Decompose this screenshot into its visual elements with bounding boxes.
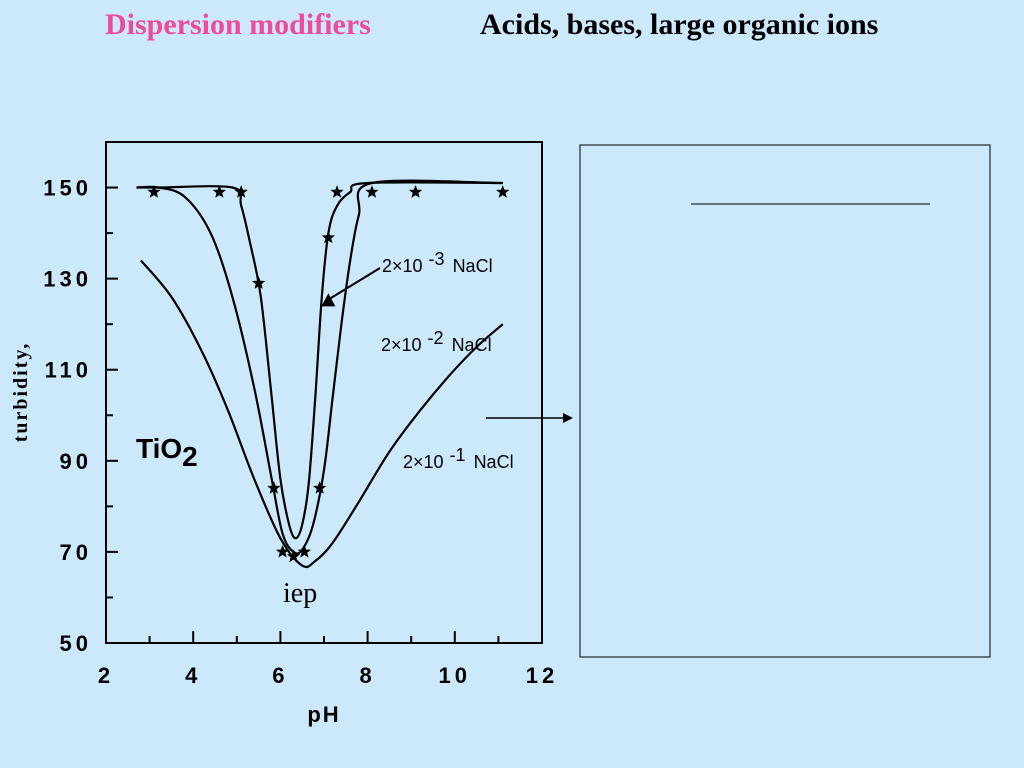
y-tick-label: 150	[43, 176, 92, 201]
x-tick-label: 12	[526, 663, 558, 688]
y-axis-title: turbidity,	[10, 342, 32, 443]
concentration-salt: NaCl	[453, 256, 493, 276]
concentration-salt: NaCl	[452, 335, 492, 355]
star-marker	[365, 185, 379, 198]
star-marker	[321, 230, 335, 244]
plot-frame	[105, 141, 543, 644]
star-marker	[330, 185, 344, 198]
star-marker	[496, 185, 510, 198]
concentration-salt: NaCl	[474, 452, 514, 472]
x-tick-label: 2	[98, 663, 114, 688]
y-tick-label: 50	[60, 631, 92, 656]
star-marker	[297, 544, 311, 558]
y-tick-label: 130	[43, 267, 92, 292]
iep-label: iep	[283, 578, 317, 609]
triangle-marker	[321, 293, 336, 307]
star-marker	[212, 185, 226, 198]
concentration-label-2: 2×10 -2 NaCl	[381, 328, 492, 355]
slide-title-right: Acids, bases, large organic ions	[480, 8, 879, 41]
slide-title-left: Dispersion modifiers	[105, 8, 371, 41]
star-marker	[313, 481, 327, 494]
y-tick-label: 70	[60, 540, 92, 565]
x-tick-label: 6	[272, 663, 288, 688]
star-marker	[267, 481, 281, 494]
x-tick-label: 10	[439, 663, 471, 688]
label-pointer-line	[329, 267, 381, 300]
image-placeholder-panel	[579, 144, 991, 658]
star-marker	[234, 185, 248, 198]
x-tick-label: 4	[185, 663, 201, 688]
y-tick-label: 110	[45, 358, 93, 383]
star-marker	[275, 544, 290, 558]
concentration-label-3: 2×10 -1 NaCl	[403, 445, 514, 472]
x-axis-title: pH	[307, 702, 340, 727]
series-line-3	[140, 259, 504, 569]
compound-label: TiO2	[136, 433, 198, 472]
star-marker	[147, 185, 161, 198]
concentration-label-1: 2×10 -3 NaCl	[382, 249, 493, 276]
star-marker	[251, 276, 266, 289]
series-line-2	[136, 179, 503, 555]
star-marker	[286, 549, 301, 563]
x-tick-label: 8	[359, 663, 375, 688]
star-marker	[408, 185, 423, 198]
series-line-1	[136, 181, 503, 540]
concentration-exponent: -2	[428, 328, 444, 348]
concentration-exponent: -1	[450, 445, 466, 465]
compound-subscript: 2	[182, 441, 198, 472]
concentration-exponent: -3	[429, 249, 445, 269]
pointer-arrow-head	[563, 413, 573, 423]
y-tick-label: 90	[60, 449, 92, 474]
